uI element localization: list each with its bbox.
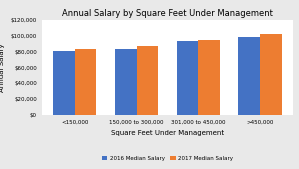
Bar: [177, 41, 198, 115]
Y-axis label: Annual Salary: Annual Salary: [0, 43, 5, 92]
Bar: [260, 34, 282, 115]
Bar: [75, 49, 97, 115]
Bar: [53, 51, 75, 115]
Bar: [198, 40, 220, 115]
Legend: 2016 Median Salary, 2017 Median Salary: 2016 Median Salary, 2017 Median Salary: [100, 154, 235, 163]
X-axis label: Square Feet Under Management: Square Feet Under Management: [111, 130, 224, 136]
Bar: [137, 46, 158, 115]
Bar: [115, 49, 137, 115]
Title: Annual Salary by Square Feet Under Management: Annual Salary by Square Feet Under Manag…: [62, 9, 273, 18]
Bar: [238, 37, 260, 115]
